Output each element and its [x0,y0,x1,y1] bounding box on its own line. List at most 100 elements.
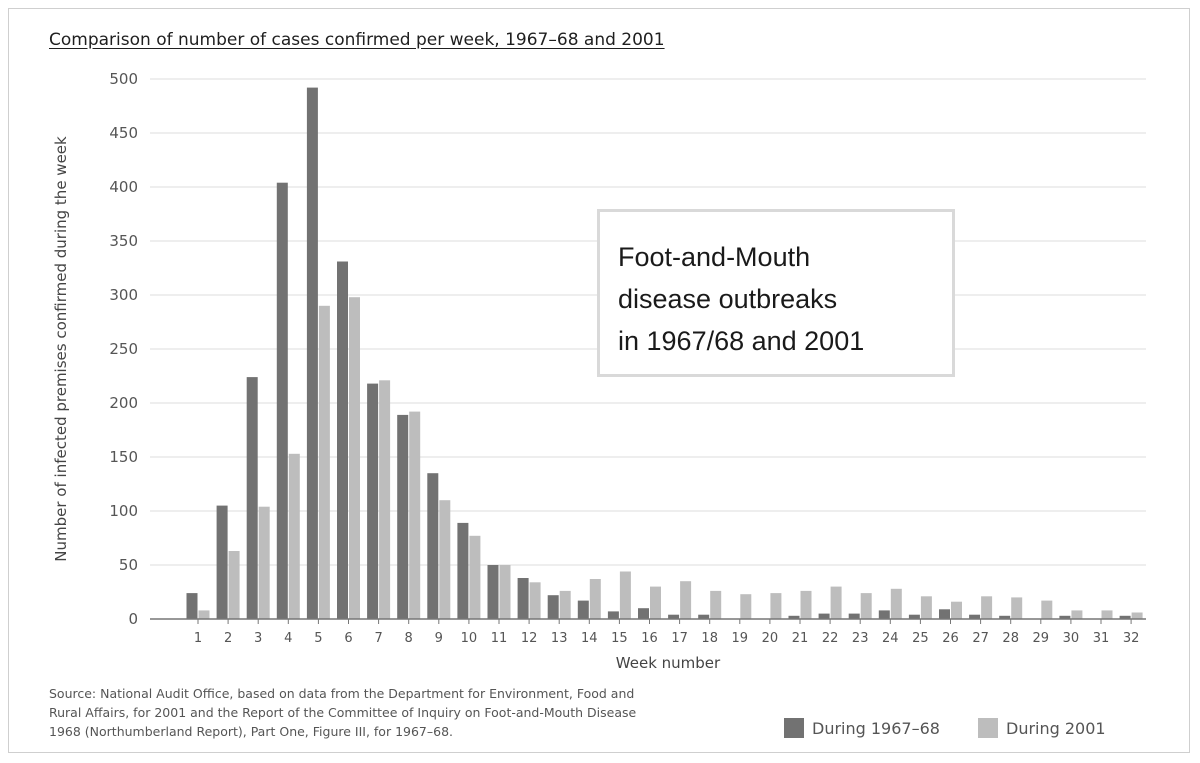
source-note: Source: National Audit Office, based on … [49,684,749,741]
x-tick-label: 32 [1123,631,1140,646]
x-tick-label: 25 [912,631,929,646]
legend-item-1967-68: During 1967–68 [784,718,940,738]
bar-1967-68-week-22 [818,613,830,619]
bar-2001-week-8 [409,411,421,619]
y-tick-label: 500 [109,70,138,88]
callout-line-1: Foot-and-Mouth [618,242,811,272]
bar-2001-week-5 [318,305,330,619]
bar-1967-68-week-23 [848,613,860,619]
bar-2001-week-4 [288,453,300,619]
bar-2001-week-9 [439,500,451,619]
x-tick-label: 7 [374,631,382,646]
bar-1967-68-week-13 [547,595,559,619]
x-tick-label: 24 [882,631,899,646]
x-tick-label: 28 [1002,631,1019,646]
bar-1967-68-week-2 [216,505,228,619]
x-tick-label: 18 [701,631,718,646]
legend-label-1967-68: During 1967–68 [812,718,940,738]
bar-2001-week-27 [981,596,993,619]
x-tick-label: 17 [671,631,688,646]
y-tick-label: 0 [128,610,138,628]
bar-2001-week-21 [800,590,812,619]
bar-1967-68-week-25 [908,614,920,619]
bar-2001-week-20 [770,593,782,619]
x-tick-label: 12 [521,631,538,646]
x-tick-label: 20 [762,631,779,646]
bar-1967-68-week-6 [337,261,348,619]
x-tick-label: 11 [491,631,508,646]
x-tick-label: 22 [822,631,839,646]
callout-line-3: in 1967/68 and 2001 [618,326,865,356]
bar-2001-week-2 [228,551,240,619]
x-tick-label: 30 [1063,631,1080,646]
y-tick-label: 450 [109,124,138,142]
y-tick-label: 150 [109,448,138,466]
bar-1967-68-week-15 [607,611,619,619]
bar-2001-week-28 [1011,597,1023,619]
bar-1967-68-week-16 [638,608,649,619]
bar-1967-68-week-17 [668,614,680,619]
y-tick-label: 100 [109,502,138,520]
bar-1967-68-week-30 [1059,615,1071,619]
bar-2001-week-12 [529,582,541,619]
bar-2001-week-17 [680,581,692,619]
bar-2001-week-10 [469,535,481,619]
x-tick-label: 26 [942,631,959,646]
bar-1967-68-week-4 [276,182,288,619]
bar-2001-week-24 [890,588,902,619]
bar-2001-week-6 [349,297,360,619]
x-tick-label: 10 [461,631,478,646]
bar-1967-68-week-21 [788,615,800,619]
source-line-2: Rural Affairs, for 2001 and the Report o… [49,705,637,720]
bar-2001-week-18 [710,590,722,619]
x-axis-label: Week number [616,654,721,672]
x-tick-label: 13 [551,631,568,646]
bar-1967-68-week-27 [969,614,981,619]
x-tick-label: 31 [1093,631,1110,646]
bar-1967-68-week-7 [367,383,379,619]
bar-2001-week-19 [740,594,752,619]
bar-2001-week-25 [920,596,932,619]
bar-1967-68-week-11 [487,565,499,619]
bar-1967-68-week-18 [698,614,710,619]
callout-line-2: disease outbreaks [618,284,838,314]
bar-1967-68-week-3 [246,377,258,619]
y-tick-label: 350 [109,232,138,250]
bar-2001-week-14 [589,579,601,619]
y-tick-label: 200 [109,394,138,412]
y-tick-label: 400 [109,178,138,196]
x-tick-label: 21 [792,631,809,646]
x-tick-label: 29 [1033,631,1050,646]
bar-2001-week-3 [258,506,270,619]
x-tick-label: 16 [641,631,658,646]
bar-2001-week-15 [619,571,631,619]
bar-1967-68-week-14 [577,600,589,619]
chart-title: Comparison of number of cases confirmed … [49,30,665,50]
bar-1967-68-week-9 [427,473,439,619]
legend-label-2001: During 2001 [1006,718,1106,738]
figure-frame [8,8,1190,753]
bars [186,87,1143,620]
bar-2001-week-1 [198,610,210,619]
legend-swatch-2001 [978,718,998,738]
bar-1967-68-week-1 [186,593,198,619]
y-tick-label: 50 [119,556,138,574]
x-tick-label: 8 [405,631,413,646]
x-tick-label: 27 [972,631,989,646]
bar-1967-68-week-32 [1119,615,1131,619]
bar-2001-week-26 [951,601,962,619]
bar-2001-week-16 [650,586,661,619]
source-line-1: Source: National Audit Office, based on … [49,686,635,701]
bar-1967-68-week-28 [999,615,1011,619]
x-tick-label: 5 [314,631,322,646]
bar-1967-68-week-26 [939,609,950,619]
x-tick-label: 2 [224,631,232,646]
x-tick-label: 4 [284,631,292,646]
bar-1967-68-week-12 [517,578,529,619]
bar-2001-week-32 [1131,612,1143,619]
bar-2001-week-31 [1101,610,1113,619]
y-tick-label: 250 [109,340,138,358]
bar-1967-68-week-8 [397,414,409,619]
source-line-3: 1968 (Northumberland Report), Part One, … [49,724,454,739]
